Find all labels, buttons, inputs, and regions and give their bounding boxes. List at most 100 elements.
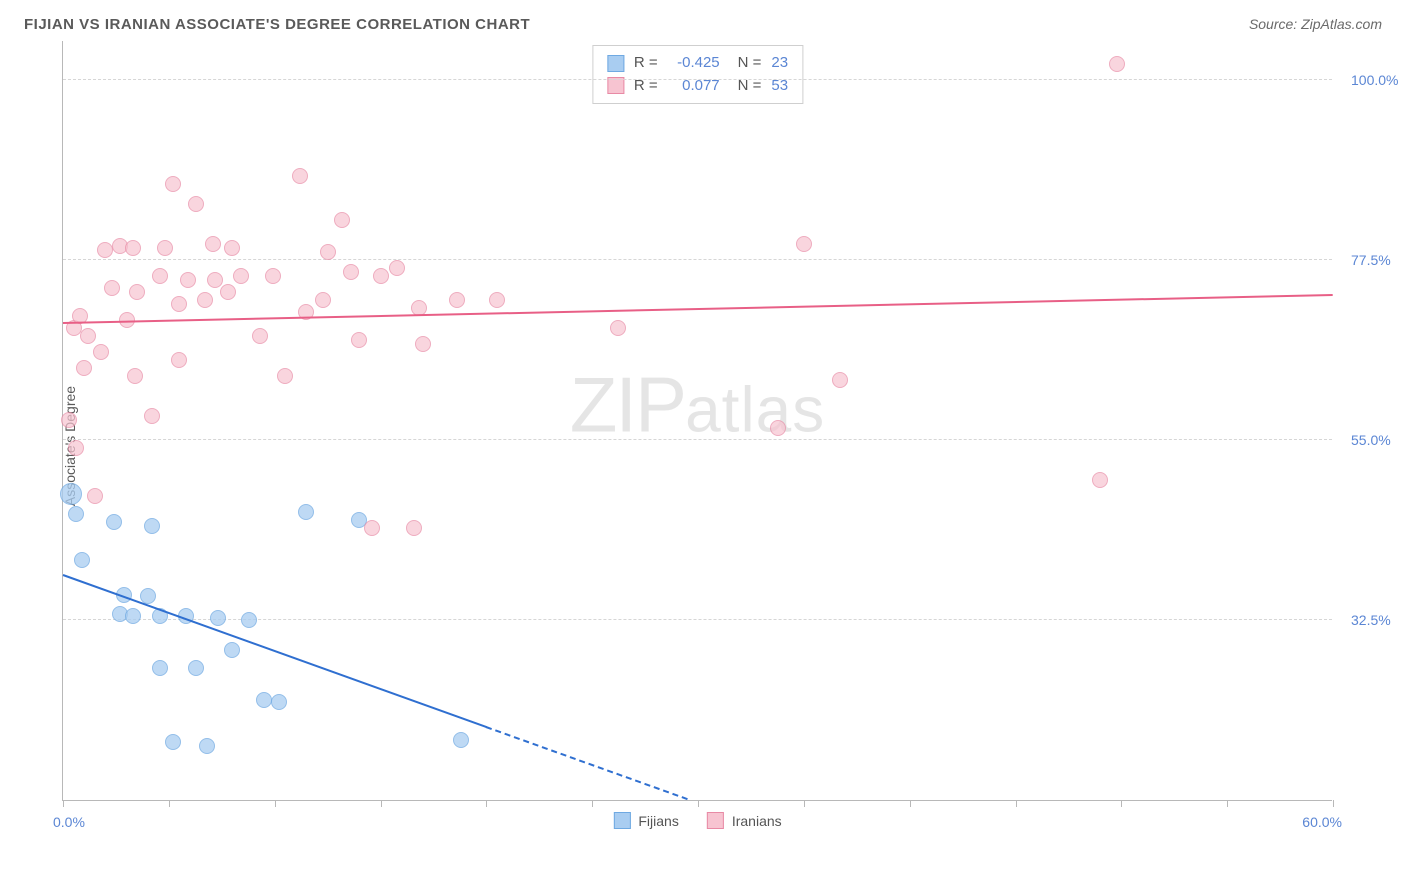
chart-header: FIJIAN VS IRANIAN ASSOCIATE'S DEGREE COR… bbox=[16, 16, 1390, 33]
data-point bbox=[796, 236, 812, 252]
legend-r-value: -0.425 bbox=[668, 52, 720, 75]
series-legend: Fijians Iranians bbox=[613, 812, 781, 829]
data-point bbox=[241, 612, 257, 628]
x-tick bbox=[63, 800, 64, 807]
data-point bbox=[80, 328, 96, 344]
data-point bbox=[205, 236, 221, 252]
watermark-suffix: atlas bbox=[685, 374, 825, 446]
x-tick bbox=[698, 800, 699, 807]
data-point bbox=[125, 240, 141, 256]
x-tick bbox=[910, 800, 911, 807]
data-point bbox=[1109, 56, 1125, 72]
data-point bbox=[271, 694, 287, 710]
x-tick bbox=[1333, 800, 1334, 807]
data-point bbox=[129, 284, 145, 300]
data-point bbox=[453, 732, 469, 748]
legend-swatch bbox=[707, 812, 724, 829]
data-point bbox=[144, 408, 160, 424]
data-point bbox=[256, 692, 272, 708]
correlation-legend: R = -0.425 N = 23 R = 0.077 N = 53 bbox=[592, 45, 803, 104]
data-point bbox=[292, 168, 308, 184]
data-point bbox=[93, 344, 109, 360]
data-point bbox=[60, 483, 82, 505]
data-point bbox=[104, 280, 120, 296]
data-point bbox=[152, 268, 168, 284]
legend-n-key: N = bbox=[738, 75, 762, 98]
chart-title: FIJIAN VS IRANIAN ASSOCIATE'S DEGREE COR… bbox=[24, 16, 530, 33]
data-point bbox=[207, 272, 223, 288]
data-point bbox=[197, 292, 213, 308]
legend-row: R = -0.425 N = 23 bbox=[607, 52, 788, 75]
legend-row: R = 0.077 N = 53 bbox=[607, 75, 788, 98]
watermark-prefix: ZIP bbox=[570, 361, 685, 449]
data-point bbox=[125, 608, 141, 624]
y-tick-label: 100.0% bbox=[1351, 72, 1398, 88]
data-point bbox=[415, 336, 431, 352]
data-point bbox=[315, 292, 331, 308]
y-tick-label: 32.5% bbox=[1351, 612, 1391, 628]
data-point bbox=[127, 368, 143, 384]
x-tick bbox=[1121, 800, 1122, 807]
data-point bbox=[334, 212, 350, 228]
legend-r-value: 0.077 bbox=[668, 75, 720, 98]
data-point bbox=[373, 268, 389, 284]
data-point bbox=[224, 240, 240, 256]
legend-n-value: 53 bbox=[771, 75, 788, 98]
x-tick bbox=[804, 800, 805, 807]
data-point bbox=[351, 332, 367, 348]
gridline bbox=[63, 439, 1332, 440]
data-point bbox=[770, 420, 786, 436]
source-label: Source: ZipAtlas.com bbox=[1249, 16, 1382, 32]
y-tick-label: 55.0% bbox=[1351, 432, 1391, 448]
data-point bbox=[265, 268, 281, 284]
x-end-label: 60.0% bbox=[1302, 814, 1342, 830]
legend-n-key: N = bbox=[738, 52, 762, 75]
legend-r-key: R = bbox=[634, 75, 658, 98]
data-point bbox=[449, 292, 465, 308]
data-point bbox=[76, 360, 92, 376]
data-point bbox=[210, 610, 226, 626]
data-point bbox=[220, 284, 236, 300]
gridline bbox=[63, 79, 1332, 80]
data-point bbox=[106, 514, 122, 530]
data-point bbox=[87, 488, 103, 504]
x-tick bbox=[592, 800, 593, 807]
data-point bbox=[233, 268, 249, 284]
y-tick-label: 77.5% bbox=[1351, 252, 1391, 268]
data-point bbox=[489, 292, 505, 308]
data-point bbox=[188, 196, 204, 212]
legend-n-value: 23 bbox=[771, 52, 788, 75]
data-point bbox=[406, 520, 422, 536]
data-point bbox=[68, 506, 84, 522]
data-point bbox=[610, 320, 626, 336]
x-tick bbox=[486, 800, 487, 807]
legend-label: Iranians bbox=[732, 813, 782, 829]
data-point bbox=[97, 242, 113, 258]
x-tick bbox=[1016, 800, 1017, 807]
x-tick bbox=[381, 800, 382, 807]
data-point bbox=[343, 264, 359, 280]
data-point bbox=[68, 440, 84, 456]
legend-swatch bbox=[607, 55, 624, 72]
data-point bbox=[277, 368, 293, 384]
data-point bbox=[188, 660, 204, 676]
data-point bbox=[157, 240, 173, 256]
data-point bbox=[389, 260, 405, 276]
trend-line bbox=[63, 294, 1333, 324]
data-point bbox=[165, 734, 181, 750]
data-point bbox=[298, 504, 314, 520]
data-point bbox=[252, 328, 268, 344]
x-tick bbox=[275, 800, 276, 807]
data-point bbox=[171, 352, 187, 368]
data-point bbox=[180, 272, 196, 288]
legend-r-key: R = bbox=[634, 52, 658, 75]
legend-swatch bbox=[613, 812, 630, 829]
data-point bbox=[74, 552, 90, 568]
trend-line-dashed bbox=[486, 726, 688, 800]
legend-item: Iranians bbox=[707, 812, 782, 829]
data-point bbox=[61, 412, 77, 428]
legend-item: Fijians bbox=[613, 812, 678, 829]
legend-label: Fijians bbox=[638, 813, 678, 829]
data-point bbox=[364, 520, 380, 536]
x-start-label: 0.0% bbox=[53, 814, 85, 830]
